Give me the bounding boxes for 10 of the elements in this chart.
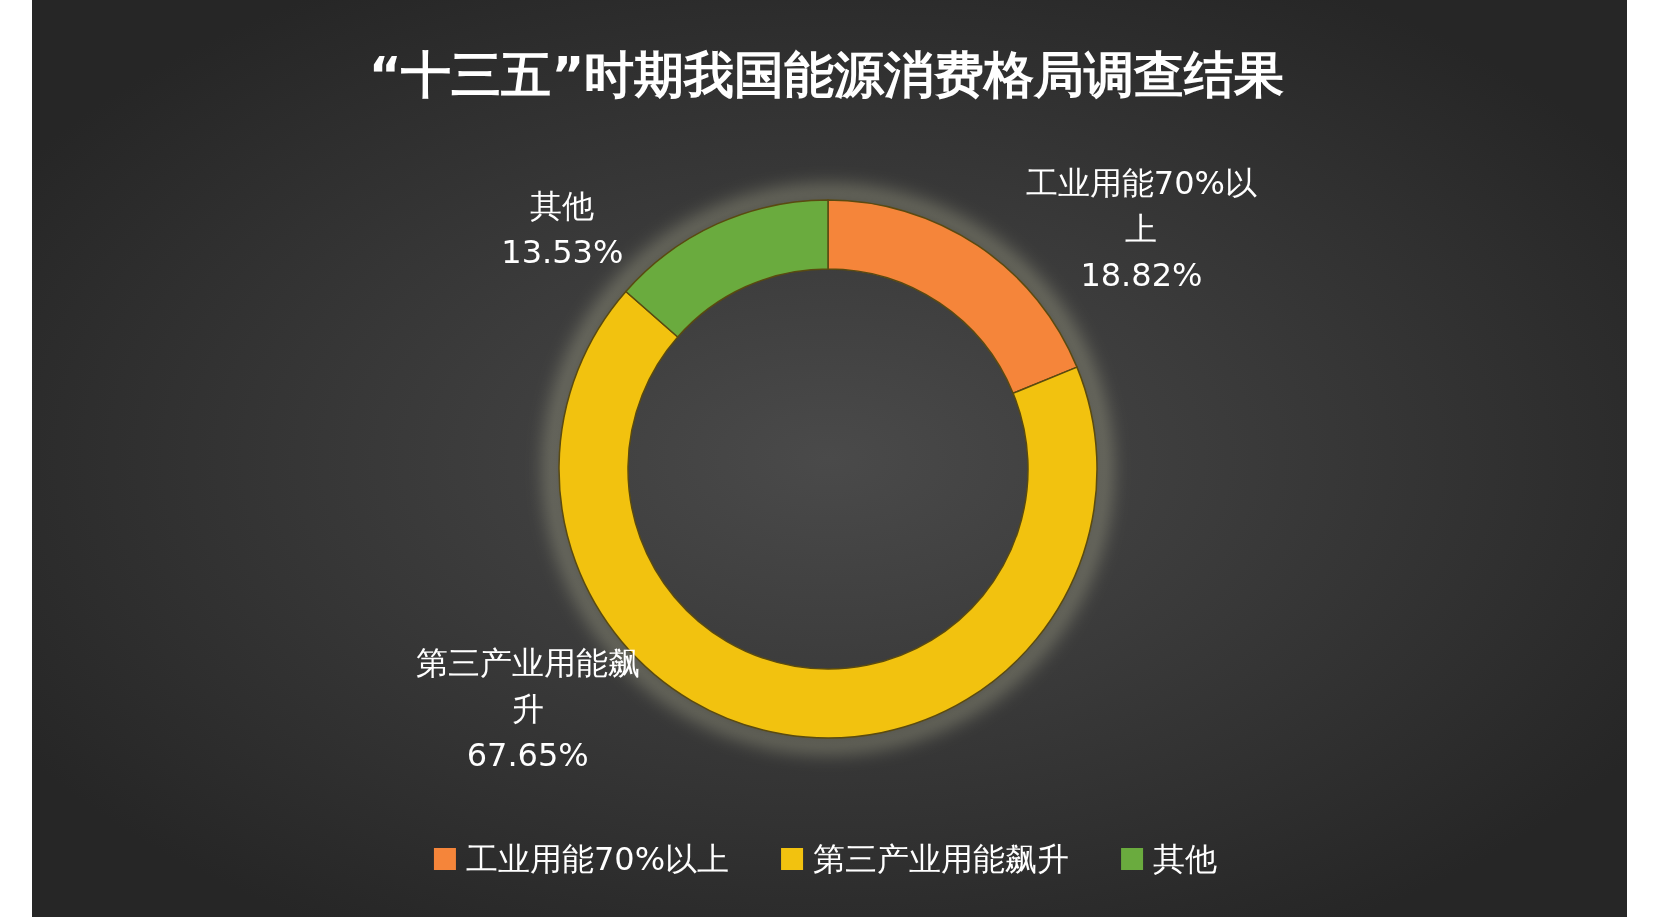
chart-title: “十三五”时期我国能源消费格局调查结果 [368,46,1285,104]
slice-label: 其他 [530,187,595,225]
data-label: 67.65% [466,736,589,774]
slice-label: 第三产业用能飙升 [415,644,640,728]
legend-label: 第三产业用能飙升 [813,840,1070,878]
slice-label: 工业用能70%以上 [1025,164,1257,248]
data-label: 18.82% [1080,256,1203,294]
legend-label: 工业用能70%以上 [465,840,730,878]
legend-label: 其他 [1153,840,1218,878]
data-label: 13.53% [501,233,624,271]
